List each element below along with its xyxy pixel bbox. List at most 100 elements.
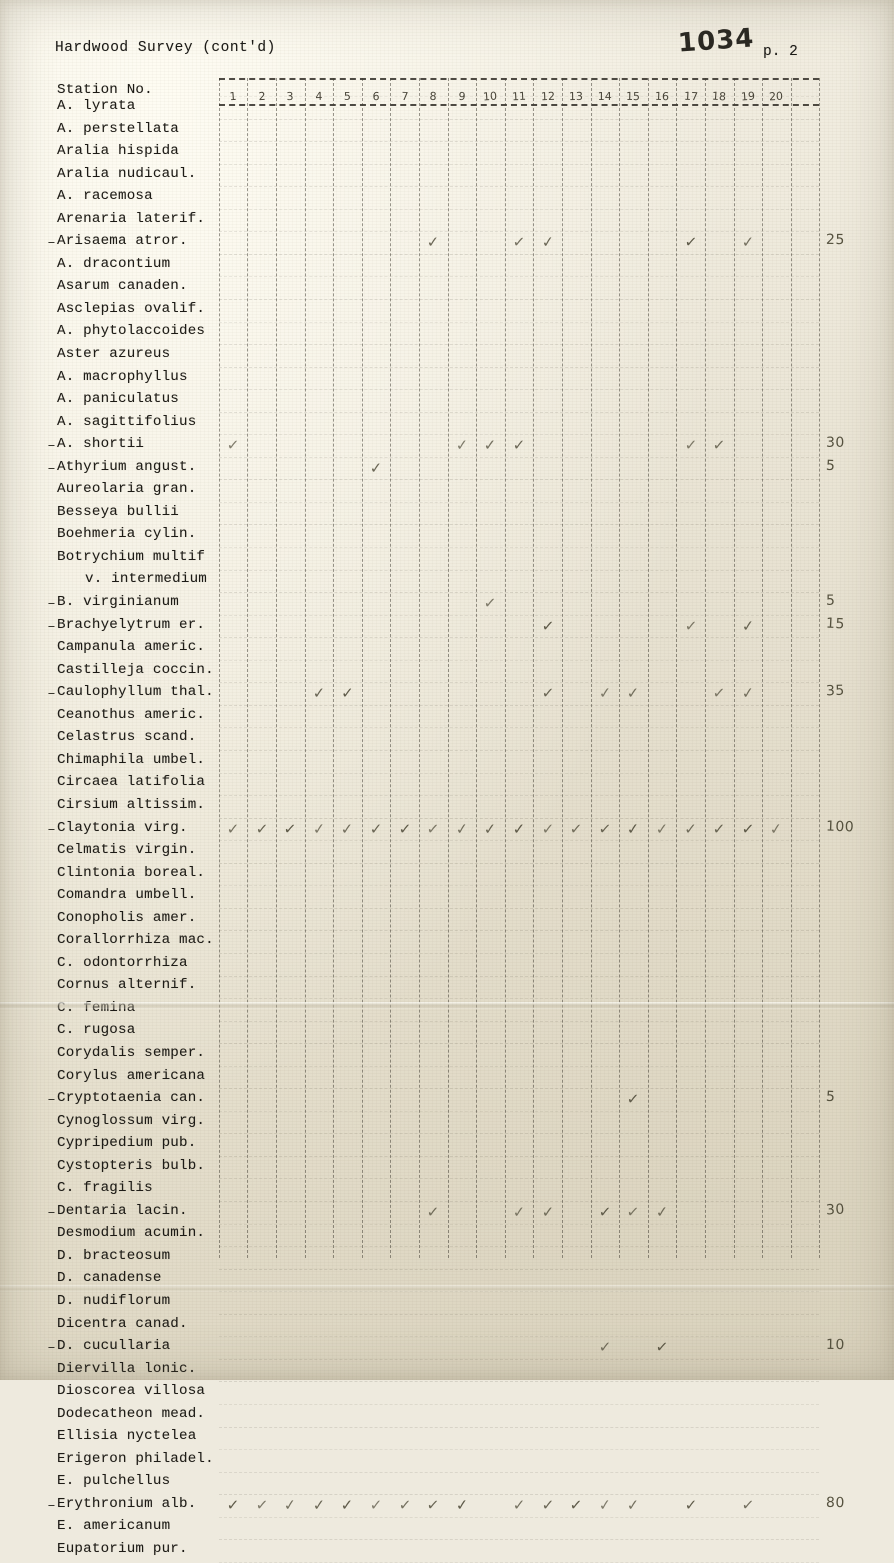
species-row[interactable]: A. sagittifolius — [0, 412, 894, 435]
species-row[interactable]: Dioscorea villosa — [0, 1381, 894, 1404]
presence-check-station-11[interactable]: ✓ — [512, 1202, 526, 1222]
presence-check-station-12[interactable]: ✓ — [540, 683, 555, 703]
species-row[interactable]: Aralia hispida — [0, 141, 894, 164]
presence-check-station-12[interactable]: ✓ — [540, 1495, 555, 1515]
species-row[interactable]: Celastrus scand. — [0, 727, 894, 750]
presence-check-station-12[interactable]: ✓ — [541, 819, 555, 838]
species-row[interactable]: A. macrophyllus — [0, 367, 894, 390]
presence-check-station-5[interactable]: ✓ — [340, 819, 354, 838]
presence-check-station-7[interactable]: ✓ — [397, 819, 412, 838]
presence-check-station-15[interactable]: ✓ — [626, 819, 641, 838]
presence-check-station-19[interactable]: ✓ — [740, 1495, 755, 1515]
species-row[interactable]: Cornus alternif. — [0, 975, 894, 998]
species-row[interactable]: C. rugosa — [0, 1020, 894, 1043]
species-row[interactable]: Ellisia nyctelea — [0, 1426, 894, 1449]
species-row[interactable]: – B. virginianum ✓ 5 — [0, 592, 894, 615]
presence-check-station-8[interactable]: ✓ — [426, 1202, 440, 1222]
species-row[interactable]: Ceanothus americ. — [0, 705, 894, 728]
presence-check-station-8[interactable]: ✓ — [426, 1495, 441, 1515]
presence-check-station-17[interactable]: ✓ — [683, 232, 698, 252]
presence-check-station-14[interactable]: ✓ — [597, 1495, 612, 1515]
presence-check-station-17[interactable]: ✓ — [683, 616, 698, 635]
species-row[interactable]: A. racemosa — [0, 186, 894, 209]
presence-check-station-16[interactable]: ✓ — [655, 819, 669, 838]
presence-check-station-18[interactable]: ✓ — [712, 683, 727, 703]
presence-check-station-15[interactable]: ✓ — [626, 1495, 641, 1515]
presence-check-station-12[interactable]: ✓ — [540, 616, 555, 635]
species-row[interactable]: E. americanum — [0, 1516, 894, 1539]
presence-check-station-7[interactable]: ✓ — [397, 1495, 412, 1515]
presence-check-station-19[interactable]: ✓ — [741, 233, 755, 252]
species-row[interactable]: Cystopteris bulb. — [0, 1156, 894, 1179]
species-row[interactable]: Dicentra canad. — [0, 1314, 894, 1337]
presence-check-station-15[interactable]: ✓ — [626, 684, 640, 703]
species-row[interactable]: Boehmeria cylin. — [0, 524, 894, 547]
presence-check-station-3[interactable]: ✓ — [283, 1495, 298, 1515]
presence-check-station-2[interactable]: ✓ — [254, 819, 269, 838]
species-row[interactable]: Cypripedium pub. — [0, 1133, 894, 1156]
presence-check-station-10[interactable]: ✓ — [483, 436, 497, 455]
species-row[interactable]: A. paniculatus — [0, 389, 894, 412]
species-row[interactable]: A. perstellata — [0, 119, 894, 142]
presence-check-station-5[interactable]: ✓ — [341, 684, 354, 703]
presence-check-station-14[interactable]: ✓ — [597, 818, 612, 839]
presence-check-station-9[interactable]: ✓ — [454, 818, 469, 839]
species-row[interactable]: Conopholis amer. — [0, 908, 894, 931]
presence-check-station-14[interactable]: ✓ — [597, 683, 612, 703]
presence-check-station-6[interactable]: ✓ — [369, 458, 383, 477]
species-row[interactable]: Campanula americ. — [0, 637, 894, 660]
species-row[interactable]: Aralia nudicaul. — [0, 164, 894, 187]
species-row[interactable]: D. nudiflorum — [0, 1291, 894, 1314]
species-row[interactable]: Circaea latifolia — [0, 772, 894, 795]
species-row[interactable]: Botrychium multif — [0, 547, 894, 570]
presence-check-station-19[interactable]: ✓ — [740, 616, 755, 635]
presence-check-station-9[interactable]: ✓ — [455, 435, 469, 455]
species-row[interactable]: Corydalis semper. — [0, 1043, 894, 1066]
presence-check-station-11[interactable]: ✓ — [512, 1495, 526, 1514]
presence-check-station-20[interactable]: ✓ — [769, 818, 784, 839]
presence-check-station-8[interactable]: ✓ — [426, 819, 441, 838]
species-row[interactable]: Asarum canaden. — [0, 276, 894, 299]
presence-check-station-4[interactable]: ✓ — [311, 819, 326, 838]
species-row[interactable]: Comandra umbell. — [0, 885, 894, 908]
presence-check-station-11[interactable]: ✓ — [512, 436, 526, 455]
species-row[interactable]: Arenaria laterif. — [0, 209, 894, 232]
species-row[interactable]: Clintonia boreal. — [0, 863, 894, 886]
presence-check-station-13[interactable]: ✓ — [569, 1495, 584, 1515]
presence-check-station-18[interactable]: ✓ — [712, 819, 726, 838]
species-row[interactable]: Cynoglossum virg. — [0, 1111, 894, 1134]
species-row[interactable]: Corylus americana — [0, 1066, 894, 1089]
species-row[interactable]: – Arisaema atror. ✓ ✓ ✓ ✓ ✓ 25 — [0, 231, 894, 254]
species-row[interactable]: Desmodium acumin. — [0, 1223, 894, 1246]
presence-check-station-18[interactable]: ✓ — [712, 435, 727, 455]
species-row[interactable]: A. dracontium — [0, 254, 894, 277]
presence-check-station-16[interactable]: ✓ — [654, 1337, 670, 1357]
presence-check-station-11[interactable]: ✓ — [512, 819, 526, 838]
species-row[interactable]: D. canadense — [0, 1268, 894, 1291]
presence-check-station-1[interactable]: ✓ — [226, 819, 240, 838]
species-row[interactable]: – D. cucullaria ✓ ✓ 10 — [0, 1336, 894, 1359]
species-row[interactable]: – Caulophyllum thal. ✓ ✓ ✓ ✓ ✓ ✓ ✓ 35 — [0, 682, 894, 705]
presence-check-station-4[interactable]: ✓ — [312, 684, 326, 703]
presence-check-station-6[interactable]: ✓ — [369, 1495, 383, 1515]
species-row[interactable]: Diervilla lonic. — [0, 1359, 894, 1382]
species-row[interactable]: – Claytonia virg. ✓ ✓ ✓ ✓ ✓ ✓ ✓ ✓ ✓ ✓ ✓ ✓ ✓ ✓ ✓ ✓ ✓ ✓ ✓ ✓ 100 — [0, 818, 894, 841]
species-row[interactable]: Celmatis virgin. — [0, 840, 894, 863]
presence-check-station-17[interactable]: ✓ — [684, 819, 697, 838]
species-row[interactable]: v. intermedium — [0, 569, 894, 592]
presence-check-station-4[interactable]: ✓ — [312, 1495, 326, 1515]
species-row[interactable]: C. fragilis — [0, 1178, 894, 1201]
species-row[interactable]: Dodecatheon mead. — [0, 1404, 894, 1427]
species-row[interactable]: C. femina — [0, 998, 894, 1021]
species-row[interactable]: Castilleja coccin. — [0, 660, 894, 683]
presence-check-station-16[interactable]: ✓ — [655, 1202, 669, 1222]
presence-check-station-11[interactable]: ✓ — [512, 232, 526, 252]
presence-check-station-2[interactable]: ✓ — [254, 1495, 269, 1515]
presence-check-station-1[interactable]: ✓ — [226, 1495, 240, 1515]
presence-check-station-17[interactable]: ✓ — [683, 435, 698, 455]
presence-check-station-10[interactable]: ✓ — [483, 819, 498, 838]
species-row[interactable]: E. pulchellus — [0, 1471, 894, 1494]
species-row[interactable]: Corallorrhiza mac. — [0, 930, 894, 953]
species-row[interactable]: – Athyrium angust. ✓ 5 — [0, 457, 894, 480]
presence-check-station-19[interactable]: ✓ — [740, 683, 755, 703]
